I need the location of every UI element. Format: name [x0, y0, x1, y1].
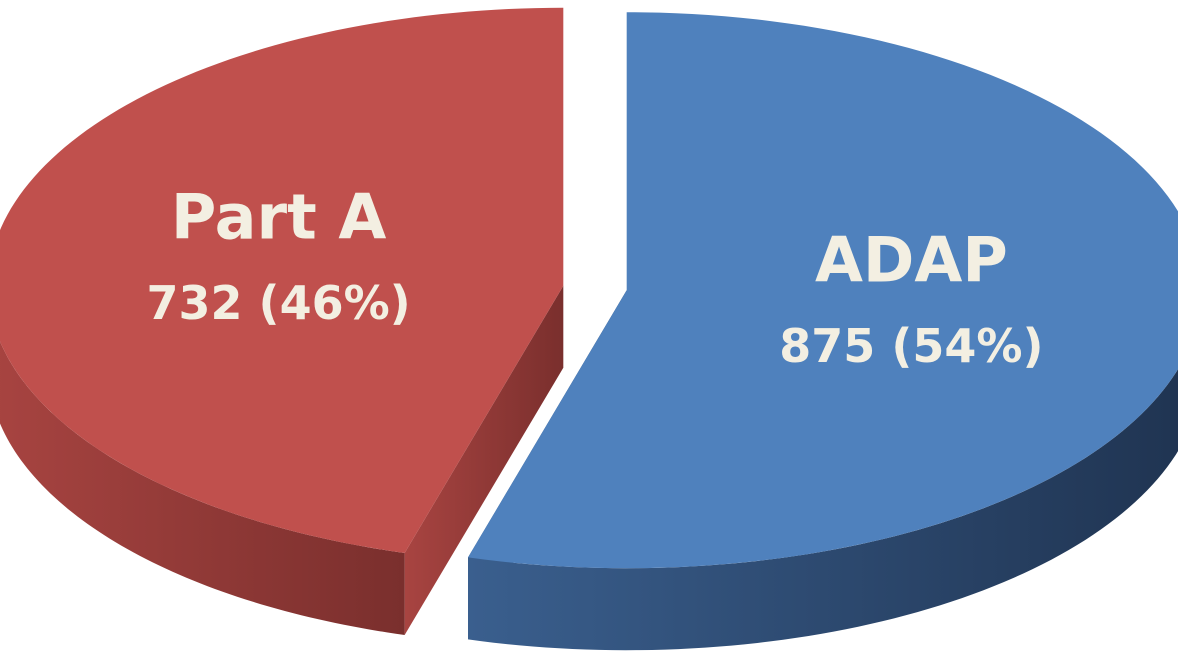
slice-side: [468, 369, 1178, 651]
value-label: 732 (46%): [147, 276, 411, 330]
value-label: 875 (54%): [779, 319, 1043, 373]
slice-wall: [404, 285, 564, 635]
slice-label: ADAP: [815, 224, 1008, 297]
slice-label: Part A: [171, 180, 386, 253]
slice-side: [0, 341, 405, 635]
slice: [0, 7, 564, 553]
slice: [468, 12, 1178, 569]
